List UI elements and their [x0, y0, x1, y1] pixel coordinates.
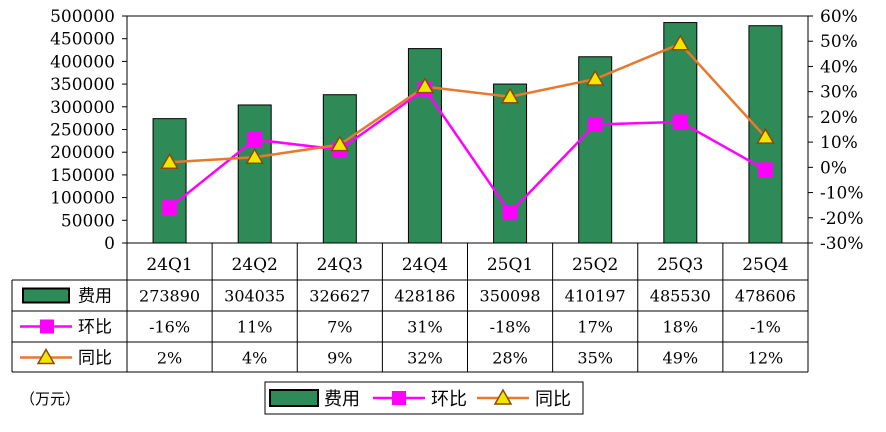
right-axis-tick-label: 10%	[820, 133, 858, 153]
plot-area	[126, 15, 809, 244]
right-axis-tick-label: -20%	[820, 209, 864, 229]
left-axis-tick-label: 250000	[50, 121, 115, 141]
tongbi-marker-24Q4	[415, 77, 435, 94]
tongbi-marker-24Q1	[160, 152, 179, 170]
tongbi-value-24Q3: 9%	[327, 349, 352, 368]
right-axis-tick-label: 0%	[820, 158, 847, 178]
legend-label-tongbi: 同比	[535, 389, 571, 410]
huanbi-line	[168, 87, 767, 215]
category-label-24Q2: 24Q2	[231, 255, 277, 275]
left-axis-tick-label: 450000	[50, 30, 115, 50]
bar-24Q1	[152, 118, 187, 244]
tongbi-marker-25Q3	[671, 34, 690, 51]
tongbi-marker-24Q3	[330, 135, 350, 152]
huanbi-key-marker	[40, 319, 54, 334]
huanbi-value-25Q3: 18%	[663, 318, 699, 337]
huanbi-row-header: 环比	[78, 318, 112, 338]
feiyong-key	[22, 287, 70, 304]
unit-note: （万元）	[20, 390, 80, 408]
category-label-24Q1: 24Q1	[146, 255, 192, 275]
tongbi-line	[169, 42, 767, 164]
legend-key-huanbi-marker	[392, 391, 406, 405]
huanbi-marker-24Q2	[247, 132, 263, 148]
huanbi-value-24Q1: -16%	[149, 318, 190, 337]
right-axis-tick-label: 20%	[820, 108, 858, 128]
huanbi-marker-25Q1	[502, 205, 518, 221]
bar-25Q3	[663, 22, 698, 244]
feiyong-value-25Q2: 410197	[565, 287, 626, 306]
tongbi-value-25Q2: 35%	[577, 349, 613, 368]
feiyong-value-24Q1: 273890	[139, 287, 200, 306]
right-axis-tick-label: -30%	[820, 234, 864, 254]
legend-label-huanbi: 环比	[431, 389, 467, 410]
huanbi-value-24Q3: 7%	[327, 318, 352, 337]
tongbi-value-24Q4: 32%	[407, 349, 443, 368]
bar-25Q2	[578, 56, 613, 244]
category-label-24Q4: 24Q4	[402, 255, 448, 275]
huanbi-marker-24Q1	[162, 200, 178, 216]
tongbi-value-24Q1: 2%	[157, 349, 182, 368]
legend-key-tongbi-marker	[493, 388, 513, 405]
feiyong-value-24Q3: 326627	[309, 287, 370, 306]
left-axis-tick-label: 0	[104, 234, 115, 254]
feiyong-value-25Q1: 350098	[480, 287, 541, 306]
huanbi-marker-25Q2	[587, 116, 603, 132]
tongbi-key-marker	[36, 347, 56, 365]
bar-24Q4	[407, 48, 442, 244]
left-axis-tick-label: 100000	[50, 189, 115, 209]
left-axis-tick-label: 200000	[50, 143, 115, 163]
tongbi-marker-25Q1	[500, 87, 520, 104]
category-label-25Q2: 25Q2	[572, 255, 618, 275]
left-axis-tick-label: 300000	[50, 98, 115, 118]
left-axis-tick-label: 500000	[50, 7, 115, 27]
left-axis-tick-label: 400000	[50, 52, 115, 72]
tongbi-row-header: 同比	[78, 349, 112, 369]
legend-label-feiyong: 费用	[324, 389, 360, 410]
left-axis-tick-label: 350000	[50, 75, 115, 95]
tongbi-value-25Q1: 28%	[492, 349, 528, 368]
category-label-25Q1: 25Q1	[487, 255, 533, 275]
huanbi-value-25Q2: 17%	[577, 318, 613, 337]
right-axis-tick-label: 50%	[820, 32, 858, 52]
category-label-25Q4: 25Q4	[742, 255, 788, 275]
feiyong-value-24Q4: 428186	[394, 287, 455, 306]
right-axis-tick-label: 40%	[820, 57, 858, 77]
tongbi-value-25Q4: 12%	[748, 349, 784, 368]
huanbi-value-24Q4: 31%	[407, 318, 443, 337]
left-axis-tick-label: 50000	[61, 211, 115, 231]
tongbi-value-25Q3: 49%	[663, 349, 699, 368]
right-axis-tick-label: 60%	[820, 7, 858, 27]
feiyong-value-24Q2: 304035	[224, 287, 285, 306]
bar-24Q3	[322, 94, 357, 244]
bar-24Q2	[237, 104, 272, 244]
tongbi-marker-25Q2	[585, 69, 605, 86]
feiyong-row-header: 费用	[78, 287, 112, 307]
huanbi-value-25Q1: -18%	[490, 318, 531, 337]
feiyong-value-25Q3: 485530	[650, 287, 711, 306]
huanbi-marker-25Q3	[672, 114, 688, 130]
category-label-24Q3: 24Q3	[317, 255, 363, 275]
huanbi-marker-25Q4	[757, 162, 773, 178]
left-axis-tick-label: 150000	[50, 166, 115, 186]
tongbi-value-24Q2: 4%	[242, 349, 267, 368]
tongbi-marker-25Q4	[756, 127, 775, 144]
huanbi-value-25Q4: -1%	[750, 318, 781, 337]
right-axis-tick-label: -10%	[820, 184, 864, 204]
category-label-25Q3: 25Q3	[657, 255, 703, 275]
tongbi-marker-24Q2	[245, 147, 264, 164]
right-axis-tick-label: 30%	[820, 83, 858, 103]
legend-key-feiyong	[269, 389, 319, 407]
huanbi-value-24Q2: 11%	[237, 318, 273, 337]
feiyong-value-25Q4: 478606	[735, 287, 796, 306]
